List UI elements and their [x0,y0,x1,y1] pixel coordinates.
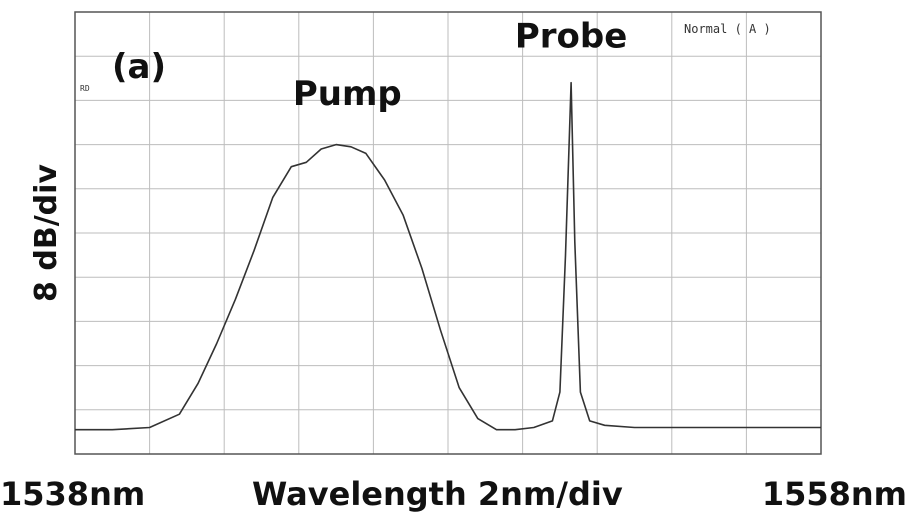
plot-frame [74,11,822,455]
corner-mark: RD [80,84,90,93]
mode-label: Normal ( A ) [684,22,771,36]
annotation-pump: Pump [293,74,402,114]
y-axis-label: 8 dB/div [29,164,64,302]
annotation-probe: Probe [515,16,627,56]
series-layer [75,81,821,431]
x-end-label: 1558nm [762,475,907,513]
x-start-label: 1538nm [0,475,145,513]
spectrum-series-line [75,81,821,431]
panel-label: (a) [112,47,166,87]
annotation-layer: Pump Probe [293,16,627,113]
chart-grid [75,12,821,454]
x-axis-label: Wavelength 2nm/div [252,475,623,513]
